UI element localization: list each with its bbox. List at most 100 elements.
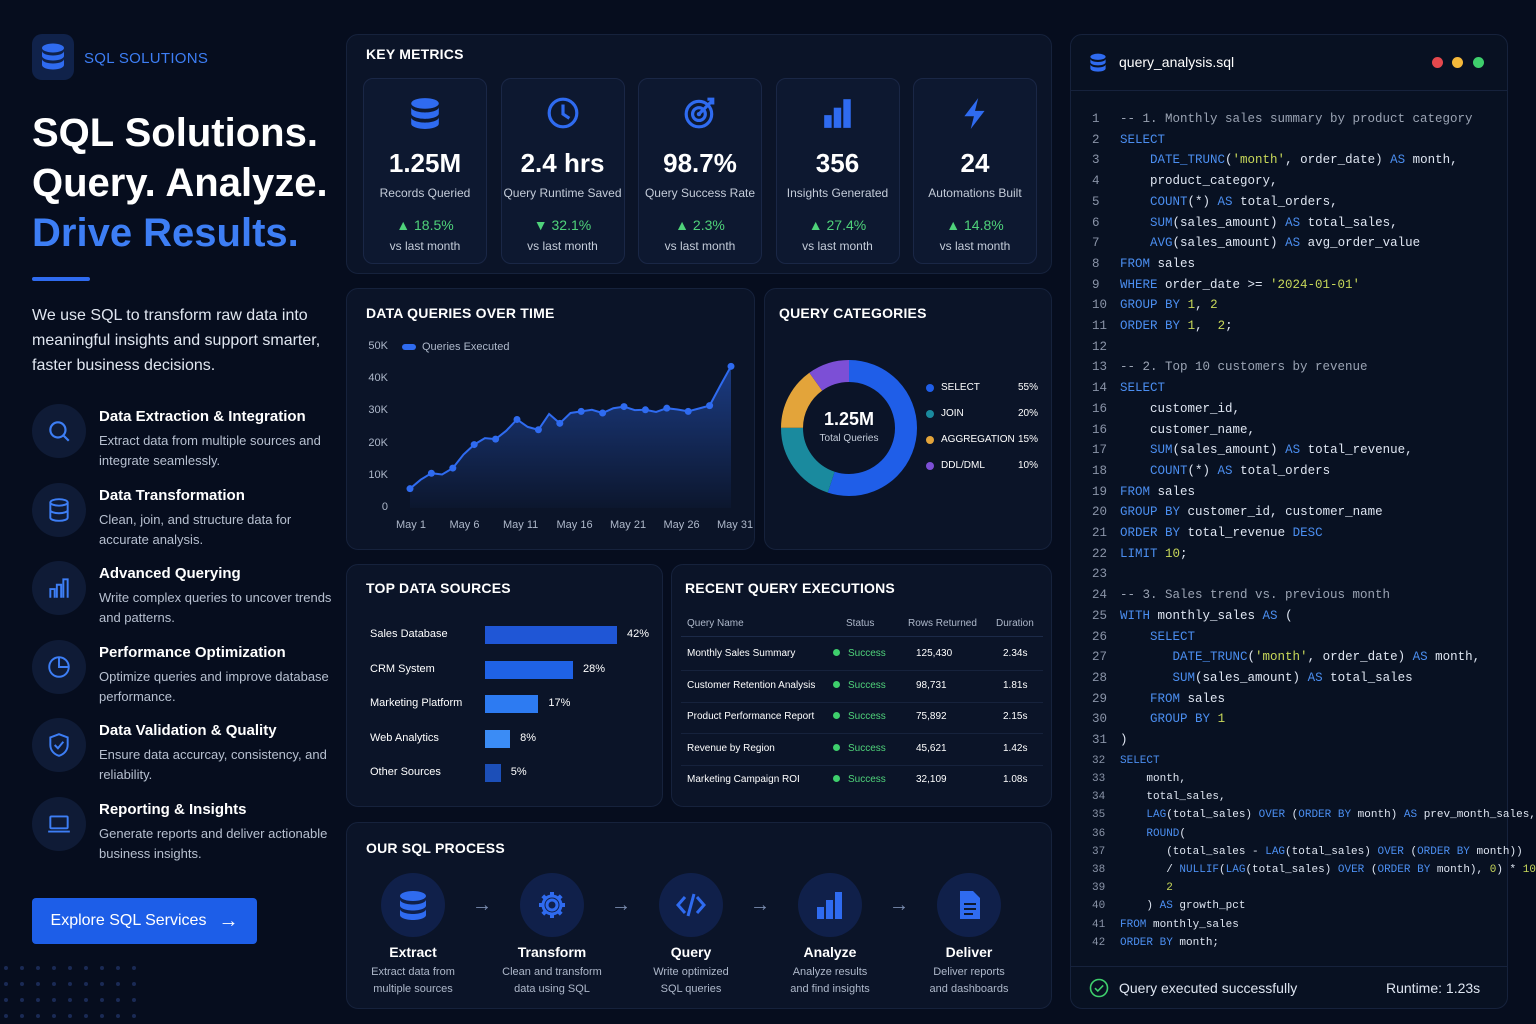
line-text: customer_name, xyxy=(1120,422,1256,437)
code-line: 16 customer_id, xyxy=(1092,400,1240,418)
explore-services-button[interactable]: Explore SQL Services → xyxy=(32,898,257,944)
legend-dot xyxy=(926,461,934,470)
data-point[interactable] xyxy=(534,426,542,434)
database-icon xyxy=(49,497,69,522)
donut-slice[interactable] xyxy=(781,360,917,496)
feature-title: Reporting & Insights xyxy=(99,800,247,818)
pattern-dot xyxy=(100,966,104,970)
code-line: 20 GROUP BY customer_id, customer_name xyxy=(1092,503,1383,521)
line-number: 27 xyxy=(1092,650,1108,665)
donut-center-label: Total Queries xyxy=(819,433,879,444)
process-step-desc: Deliver reports and dashboards xyxy=(899,964,1039,998)
data-point[interactable] xyxy=(577,407,585,415)
line-text: customer_id, xyxy=(1120,401,1241,416)
legend-row: JOIN 20% xyxy=(926,408,1038,419)
code-line: 30 GROUP BY 1 xyxy=(1092,710,1225,728)
queries-line-chart xyxy=(406,362,735,508)
code-line: 24 -- 3. Sales trend vs. previous month xyxy=(1092,586,1390,604)
pattern-dot xyxy=(36,982,40,986)
window-minimize-dot[interactable] xyxy=(1452,57,1463,68)
source-bar[interactable] xyxy=(485,695,539,713)
metric-delta: ▲ 27.4% xyxy=(808,217,867,233)
code-line: 1 -- 1. Monthly sales summary by product … xyxy=(1092,110,1473,128)
data-point[interactable] xyxy=(449,464,457,472)
window-maximize-dot[interactable] xyxy=(1473,57,1484,68)
line-number: 18 xyxy=(1092,463,1108,478)
data-point[interactable] xyxy=(684,407,692,415)
metric-icon-wrap xyxy=(777,95,899,131)
line-number: 28 xyxy=(1092,670,1108,685)
pattern-dot xyxy=(84,966,88,970)
data-point[interactable] xyxy=(556,419,564,427)
window-close-dot[interactable] xyxy=(1432,57,1443,68)
legend-value: 55% xyxy=(1017,382,1038,393)
data-point[interactable] xyxy=(599,409,607,417)
line-text: month, xyxy=(1120,772,1187,785)
line-text: -- 2. Top 10 customers by revenue xyxy=(1120,360,1368,375)
line-text: SUM(sales_amount) AS total_sales, xyxy=(1150,215,1398,230)
dot-pattern xyxy=(4,966,136,1018)
source-bar[interactable] xyxy=(485,660,573,679)
line-text: ORDER BY 1, 2; xyxy=(1120,319,1233,333)
process-step-title: Transform xyxy=(517,944,587,960)
line-text: SUM(sales_amount) AS total_revenue, xyxy=(1150,443,1413,458)
data-point[interactable] xyxy=(513,415,521,423)
code-line: 35 LAG(total_sales) OVER (ORDER BY month… xyxy=(1092,806,1536,824)
data-point[interactable] xyxy=(470,441,478,449)
code-line: 42 ORDER BY month; xyxy=(1092,934,1219,952)
editor-status: Query executed successfully xyxy=(1119,980,1298,996)
line-text: GROUP BY 1 xyxy=(1150,712,1226,727)
series-line xyxy=(409,365,732,490)
line-text: FROM sales xyxy=(1150,691,1226,706)
code-line: 41 FROM monthly_sales xyxy=(1092,916,1239,934)
row-divider xyxy=(681,701,1043,703)
legend-label: SELECT xyxy=(941,382,980,393)
source-bar[interactable] xyxy=(485,729,511,748)
data-point[interactable] xyxy=(641,406,649,414)
process-step-desc-line2: and dashboards xyxy=(929,983,1009,995)
status-badge: Success xyxy=(833,711,886,722)
code-line: 7 AVG(sales_amount) AS avg_order_value xyxy=(1092,234,1420,252)
source-bar[interactable] xyxy=(485,764,501,782)
editor-filename[interactable]: query_analysis.sql xyxy=(1119,54,1235,70)
arrow-right-icon: → xyxy=(218,909,239,932)
metric-card: 1.25M Records Queried ▲ 18.5% vs last month xyxy=(363,78,487,264)
data-point[interactable] xyxy=(492,435,500,443)
col-query-name: Query Name xyxy=(687,618,744,629)
legend-label: JOIN xyxy=(941,408,964,419)
process-step-title: Query xyxy=(670,944,712,960)
code-line: 25 WITH monthly_sales AS ( xyxy=(1092,607,1293,625)
feature-desc: Generate reports and deliver actionable … xyxy=(99,825,328,861)
feature-desc: Optimize queries and improve database pe… xyxy=(99,668,329,704)
line-number: 11 xyxy=(1092,319,1108,333)
source-value: 5% xyxy=(510,766,527,778)
bar-chart-icon xyxy=(817,892,842,919)
data-point[interactable] xyxy=(727,362,735,370)
legend-row: AGGREGATION 15% xyxy=(926,434,1038,445)
metric-delta: ▲ 14.8% xyxy=(946,217,1004,233)
line-text: SELECT xyxy=(1120,132,1166,147)
y-tick-label: 10K xyxy=(368,468,388,481)
data-point[interactable] xyxy=(427,469,435,477)
data-point[interactable] xyxy=(406,485,414,493)
metric-delta: ▲ 2.3% xyxy=(675,217,725,233)
query-name: Customer Retention Analysis xyxy=(687,679,816,691)
query-name: Revenue by Region xyxy=(687,742,775,754)
source-label: Sales Database xyxy=(370,628,448,640)
pattern-dot xyxy=(116,998,120,1002)
metric-label: Automations Built xyxy=(928,186,1022,200)
data-point[interactable] xyxy=(706,402,714,410)
process-step-desc-line1: Analyze results xyxy=(792,966,868,978)
metric-value: 1.25M xyxy=(388,148,462,178)
data-point[interactable] xyxy=(663,404,671,412)
code-line: 10 GROUP BY 1, 2 xyxy=(1092,296,1218,314)
code-line: 6 SUM(sales_amount) AS total_sales, xyxy=(1092,214,1398,232)
line-text: AVG(sales_amount) AS avg_order_value xyxy=(1150,236,1421,251)
line-text: product_category, xyxy=(1120,174,1278,189)
data-point[interactable] xyxy=(620,403,628,411)
pattern-dot xyxy=(52,1014,56,1018)
donut-slice[interactable] xyxy=(781,360,917,496)
process-step-desc: Clean and transform data using SQL xyxy=(482,964,622,998)
line-text: DATE_TRUNC('month', order_date) AS month… xyxy=(1150,153,1458,168)
source-bar[interactable] xyxy=(485,626,617,644)
